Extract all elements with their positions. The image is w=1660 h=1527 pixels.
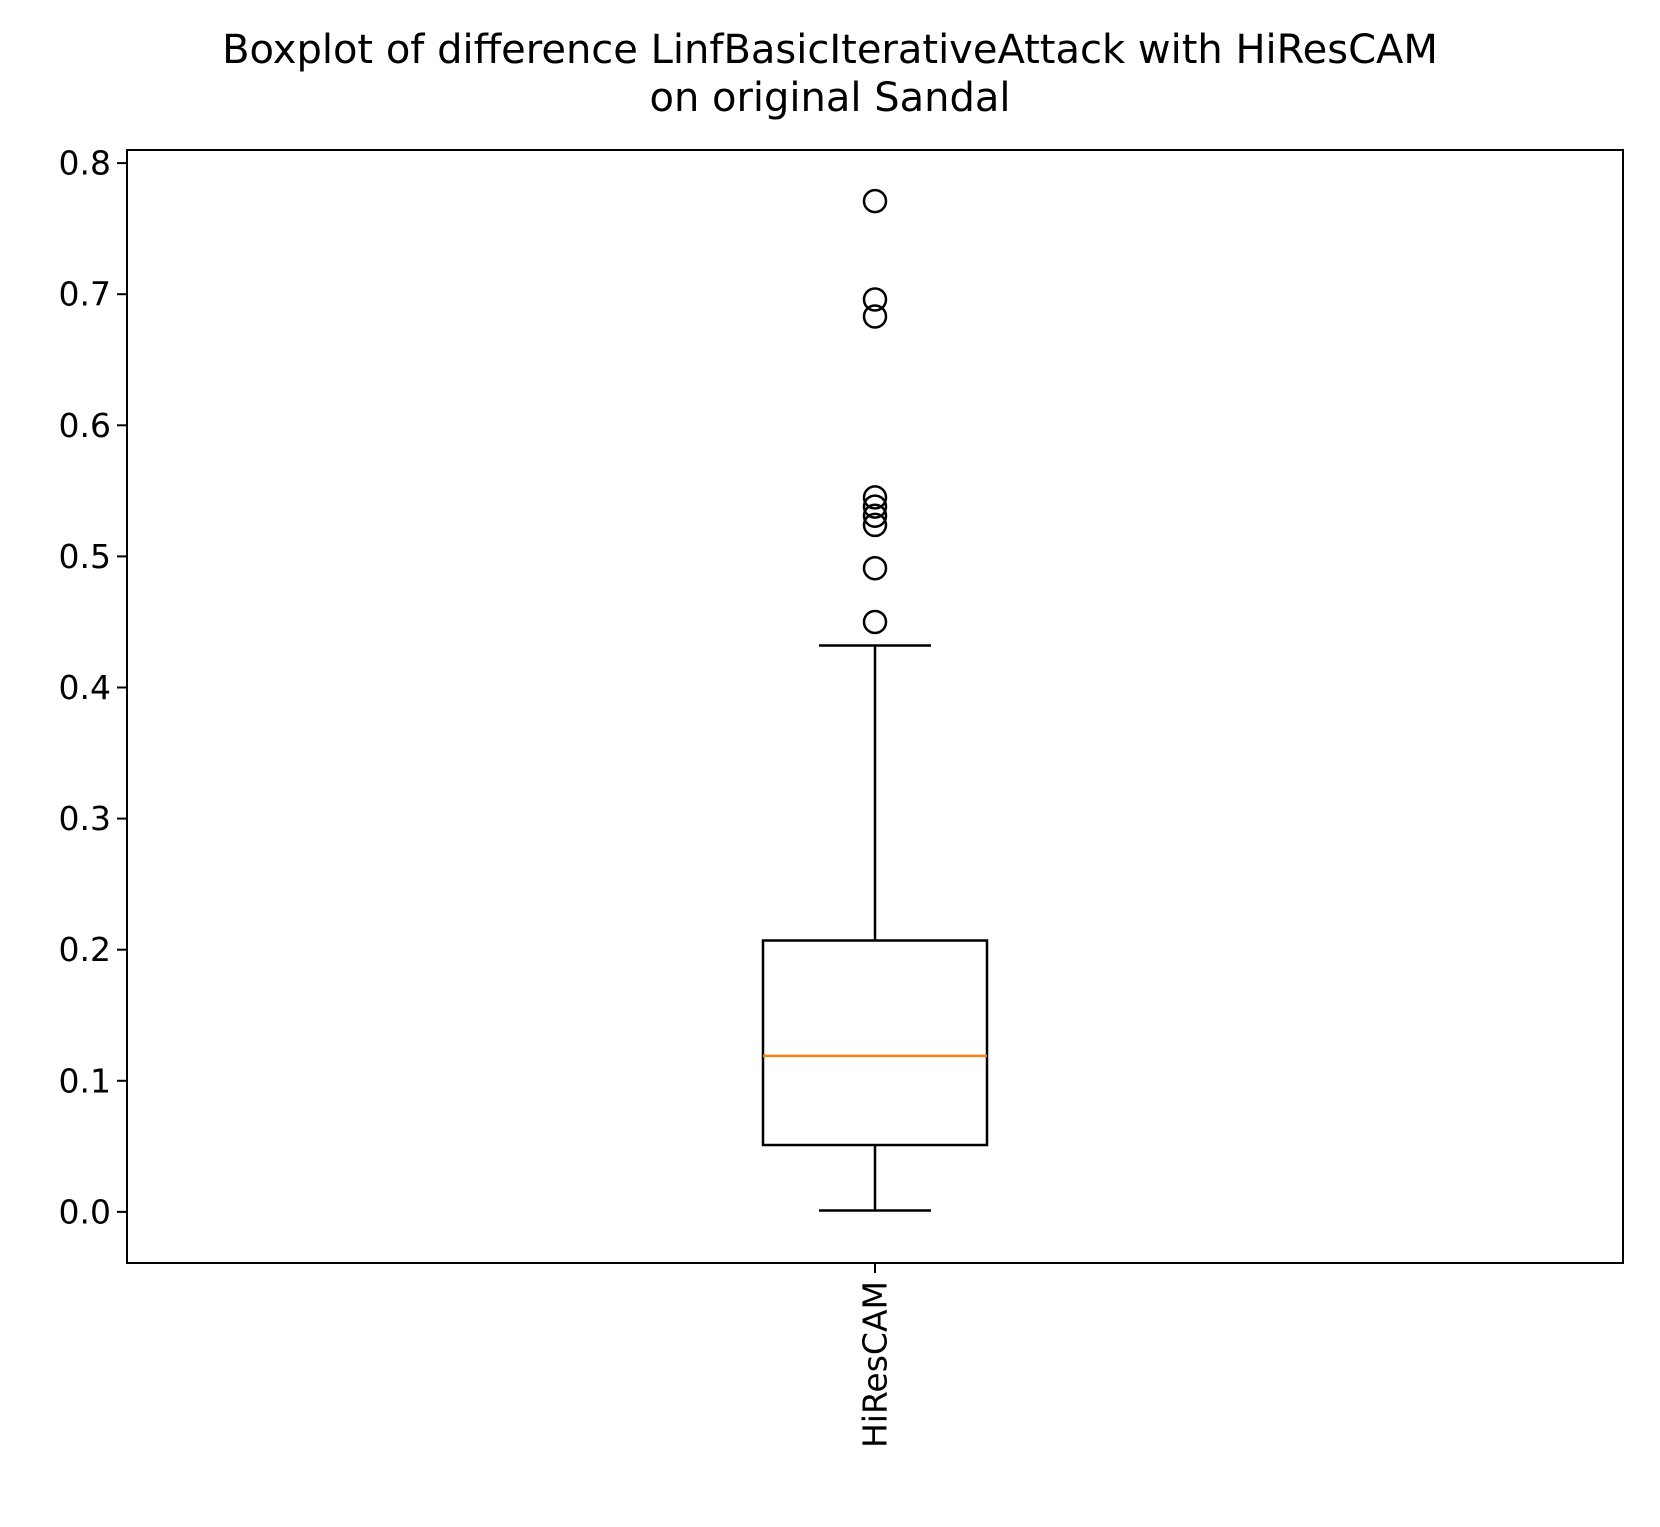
y-tick-label: 0.4	[59, 668, 111, 707]
outlier-point	[862, 609, 888, 635]
y-axis: 0.0 0.1 0.2 0.3 0.4 0.5 0.6 0.7 0.8	[59, 144, 127, 1231]
plot-frame	[126, 149, 1624, 1264]
outlier-point	[862, 494, 888, 519]
y-tick-label: 0.2	[59, 930, 111, 969]
interquartile-box	[761, 939, 989, 1147]
outlier-point	[862, 287, 888, 312]
y-tick-label: 0.0	[59, 1192, 111, 1231]
outlier-point	[862, 503, 888, 529]
y-tick-label: 0.1	[59, 1061, 111, 1100]
y-tick-label: 0.3	[59, 799, 111, 838]
y-tick-label: 0.8	[59, 144, 111, 183]
y-tick-label: 0.6	[59, 406, 111, 445]
outlier-point	[862, 485, 888, 510]
outlier-point	[862, 304, 888, 329]
y-tick-label: 0.7	[59, 275, 111, 314]
outlier-point	[862, 555, 888, 581]
box-hirescam	[761, 188, 989, 1212]
x-axis: HiResCAM	[856, 1263, 895, 1448]
chart-title-line-2: on original Sandal	[649, 75, 1011, 121]
y-tick-label: 0.5	[59, 537, 111, 576]
outlier-point	[862, 512, 888, 538]
box-series	[761, 188, 989, 1212]
x-tick-label: HiResCAM	[856, 1281, 895, 1448]
outlier-point	[862, 188, 888, 214]
chart-title: Boxplot of difference LinfBasicIterative…	[0, 26, 1660, 122]
chart-title-line-1: Boxplot of difference LinfBasicIterative…	[222, 27, 1438, 73]
